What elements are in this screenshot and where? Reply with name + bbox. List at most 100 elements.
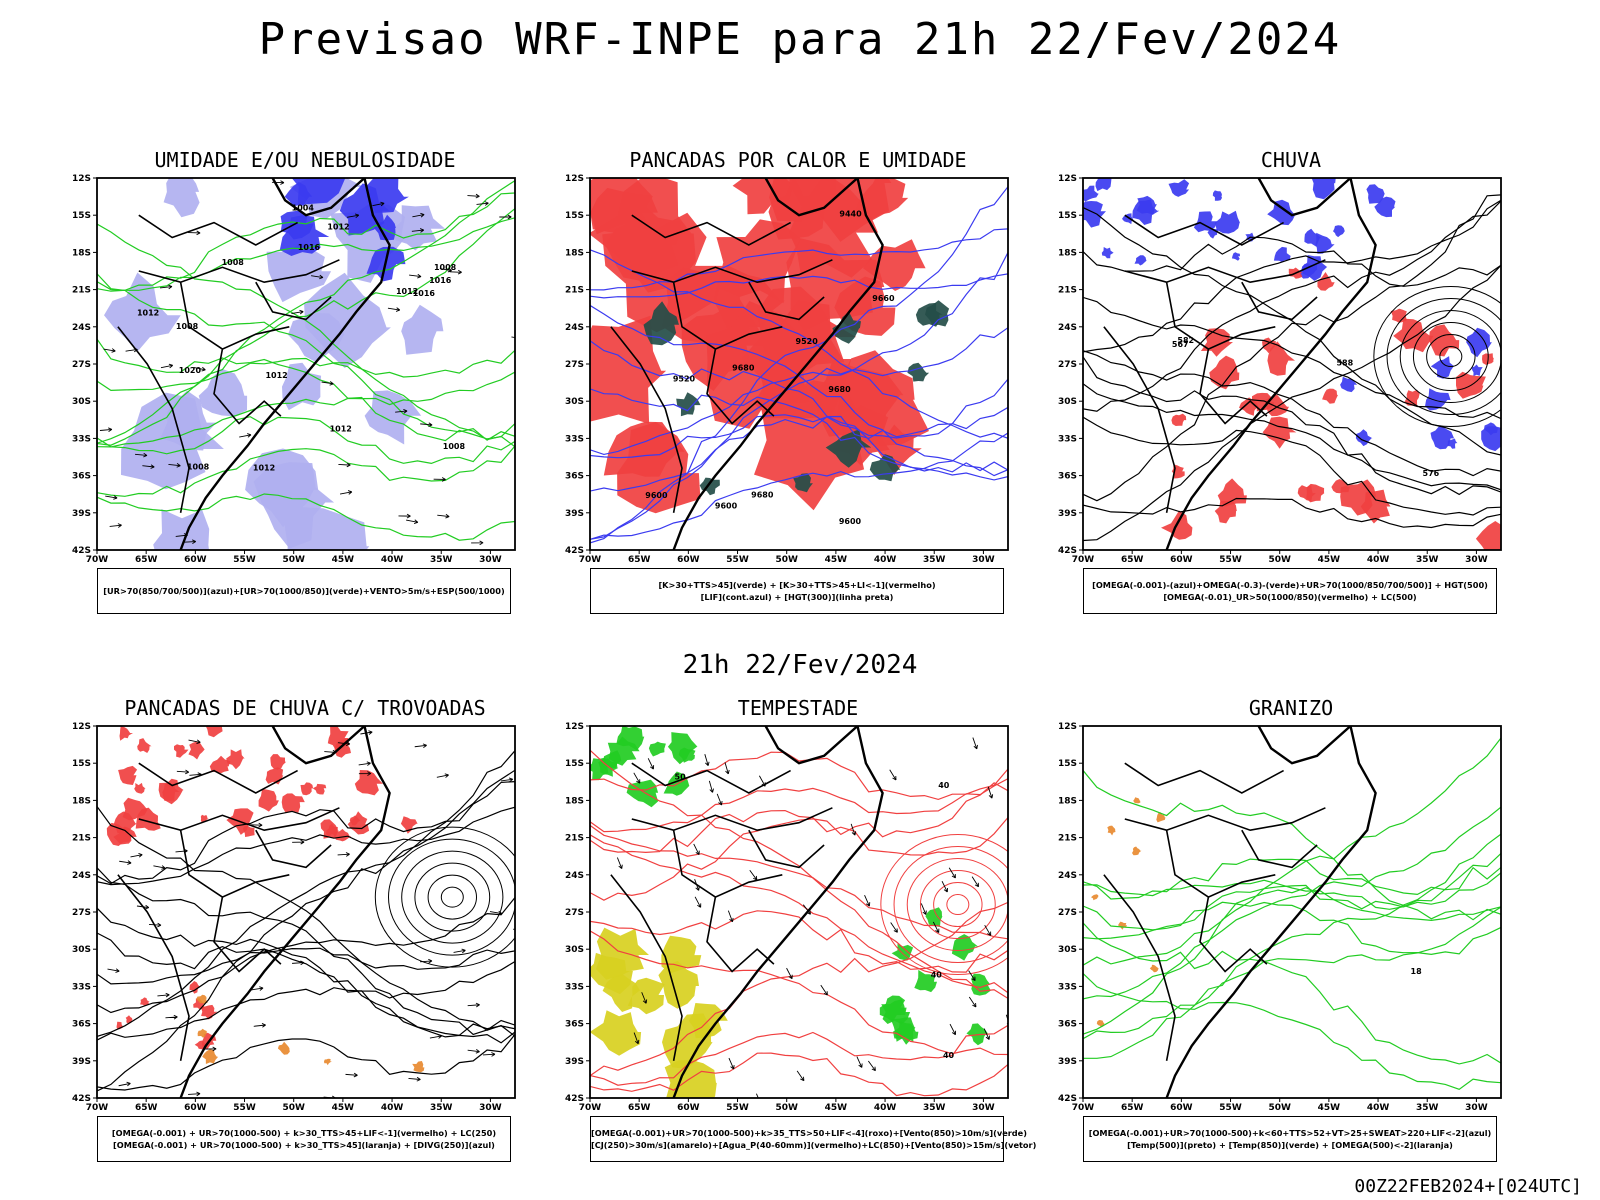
panel-4-legend-line: [OMEGA(-0.001) + UR>70(1000-500) + k>30_… [113,1140,495,1150]
panel-6-lat-tick: 36S [1058,1020,1077,1030]
panel-5-lon-tick: 40W [874,1103,897,1113]
panel-4-field-patch [118,765,138,785]
panel-1-wind-arrow [412,212,425,218]
panel-4-wind-arrow [251,986,264,991]
panel-1-wind-arrow [467,193,480,199]
panel-1-lon-tick: 50W [282,555,305,565]
panel-5-lon-tick: 45W [825,1103,848,1113]
panel-3-field-patch [1322,388,1338,404]
panel-1-wind-arrow [420,422,433,427]
panel-1-wind-arrow [411,228,425,233]
panel-6-border [1124,807,1326,832]
panel-1-field-patch [374,214,396,241]
panel-2-border [631,214,791,246]
panel-4-lon-tick: 30W [479,1103,502,1113]
panel-6-lon-tick: 30W [1465,1103,1488,1113]
panel-4-lon-tick: 60W [184,1103,207,1113]
panel-1-lat-tick: 15S [72,211,91,221]
panel-1-lat-tick: 18S [72,248,91,258]
panel-2-field-patch [706,301,816,429]
panel-5-legend-line: [CJ(250)>30m/s](amarelo)+[Agua_P(40-60mm… [591,1140,1037,1150]
panel-5-contour [590,834,1008,994]
panel-1-wind-arrow [433,477,446,482]
panel-6-lon-tick: 60W [1170,1103,1193,1113]
panel-3-lat-tick: 30S [1058,397,1077,407]
panel-4-contour [97,907,515,1044]
panel-6-contour [1083,852,1501,966]
panel-3-field-patch [1267,341,1295,376]
panel-6-field-patch [1156,812,1166,823]
panel-3-field-patch [1217,478,1247,507]
panel-5-lon-tick: 70W [579,1103,602,1113]
panel-4-border [213,896,282,973]
panel-4-field-patch [174,744,189,758]
panel-3-vortex-contour [1386,298,1501,416]
panel-4-contour [97,781,515,885]
panel-4-wind-arrow [292,839,305,845]
panel-2-field-patch [617,422,701,514]
panel-4-border [138,807,340,832]
panel-6-contour-label: 18 [1411,967,1423,976]
panel-4-field-patch [188,741,205,760]
panel-3-field-patch [1083,201,1106,228]
panel-4-field-patch [202,1049,219,1064]
panel-6-border [1199,896,1268,973]
panel-1-wind-arrow [311,274,324,280]
panel-4-field-patch [189,981,200,994]
panel-1-wind-arrow [239,433,252,438]
panel-1-field-patch [284,182,313,207]
panel-3-lat-tick: 18S [1058,248,1077,258]
panel-5-wind-arrow [633,772,641,784]
panel-6-contour [1083,737,1501,1035]
panel-2-field-patch [825,429,872,468]
panel-3-field-patch [1317,272,1335,291]
panel-5-wind-arrow [708,780,714,793]
panel-5-wind-arrow [786,967,793,980]
panel-1-lat-tick: 36S [72,472,91,482]
panel-4-lat-tick: 21S [72,834,91,844]
panel-1-lat-tick: 21S [72,286,91,296]
panel-4-wind-arrow [292,960,305,966]
panel-1-wind-arrow [511,336,515,338]
panel-4-wind-arrow [467,1048,480,1054]
panel-5-legend-line: [OMEGA(-0.001)+UR>70(1000-500)+k>35_TTS>… [591,1128,1027,1138]
panel-3-lat-tick: 24S [1058,323,1077,333]
panel-3-border [1124,214,1284,246]
panel-5-lat-tick: 36S [565,1020,584,1030]
panel-5-contour [590,809,1008,856]
panel-2-title: PANCADAS POR CALOR E UMIDADE [629,148,967,172]
panel-5-wind-arrow [920,903,927,915]
panel-4-wind-arrow [358,771,372,776]
panel-2-field-patch [590,315,667,424]
panel-3-lon-tick: 30W [1465,555,1488,565]
panel-4-wind-arrow [358,761,371,766]
panel-3-field-patch [1466,327,1492,358]
panel-5-wind-arrow [889,769,897,781]
panel-5-wind-arrow [647,758,655,770]
panel-3-contour [1083,236,1501,287]
panel-4-field-patch [412,1061,425,1073]
panel-6-lon-tick: 70W [1072,1103,1095,1113]
panel-5-lat-tick: 21S [565,834,584,844]
panel-3-border [1103,326,1176,513]
panel-4-lon-tick: 50W [282,1103,305,1113]
panel-3-contour-label: 567 [1172,340,1189,349]
panel-2-lon-tick: 35W [923,555,946,565]
panel-3-lat-tick: 15S [1058,211,1077,221]
panel-5-border [631,807,833,832]
panel-3-field-patch [1168,179,1190,197]
panel-5-lat-tick: 42S [565,1094,584,1104]
panel-3-field-patch [1404,389,1420,406]
panel-1-wind-arrow [499,214,512,220]
panel-1-contour [97,371,515,448]
panel-4-field-patch [140,997,150,1006]
panel-5-wind-arrow [984,924,992,936]
panel-2-contour-label: 9520 [796,337,819,346]
panel-4-coastline [179,726,391,1098]
panel-6-lon-tick: 50W [1268,1103,1291,1113]
panel-1-border [255,281,332,321]
panel-1-contour-label: 1008 [222,258,245,267]
panel-4-wind-arrow [482,1052,496,1057]
panel-4-field-patch [122,797,148,821]
panel-6-lat-tick: 39S [1058,1057,1077,1067]
